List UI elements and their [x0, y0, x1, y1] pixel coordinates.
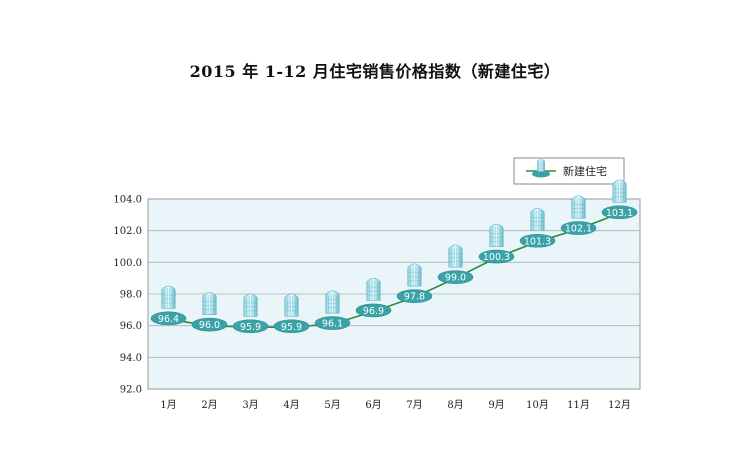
data-point: 96.9	[355, 277, 392, 318]
building-icon	[284, 293, 299, 317]
data-point: 102.1	[560, 195, 597, 235]
y-tick-label: 102.0	[113, 226, 142, 237]
building-icon	[243, 293, 258, 317]
y-tick-label: 96.0	[120, 321, 142, 332]
x-tick-label: 3月	[242, 399, 258, 411]
data-point: 99.0	[437, 244, 474, 284]
x-tick-label: 11月	[567, 399, 590, 411]
legend-marker	[532, 170, 550, 178]
data-point: 97.8	[396, 263, 433, 303]
building-icon	[489, 223, 504, 247]
data-point: 101.3	[519, 208, 556, 248]
data-point: 96.0	[191, 292, 228, 332]
y-tick-label: 98.0	[120, 290, 142, 301]
building-icon	[612, 179, 627, 203]
data-point-marker	[519, 233, 556, 248]
data-point: 100.3	[478, 223, 515, 264]
plot-area: 92.0 94.0 96.0 98.0 100.0 102.0 104.0 1月 2月 3月 4月…	[113, 179, 641, 411]
x-tick-label: 1月	[160, 399, 176, 411]
building-icon	[407, 263, 422, 287]
legend: 新建住宅	[513, 157, 625, 185]
x-tick-label: 4月	[283, 399, 299, 411]
building-icon	[366, 277, 381, 301]
building-icon	[571, 195, 586, 219]
data-label: 96.0	[199, 320, 220, 331]
data-label: 100.3	[483, 252, 510, 263]
legend-label: 新建住宅	[563, 164, 607, 178]
data-label: 102.1	[565, 224, 592, 235]
data-label: 95.9	[281, 322, 302, 333]
data-point-marker	[601, 205, 638, 220]
series-markers: 96.4 96.0 95.9 95.9 96.1 96.9 97.8 99.0 100.3 101…	[150, 179, 638, 334]
data-label: 96.4	[158, 314, 179, 325]
data-point: 95.9	[232, 293, 269, 334]
data-point: 95.9	[273, 293, 310, 334]
x-tick-label: 12月	[608, 399, 631, 411]
legend-building-icon	[537, 158, 545, 172]
y-tick-label: 92.0	[120, 385, 142, 396]
building-icon	[202, 292, 217, 315]
building-icon	[530, 208, 545, 232]
x-tick-label: 2月	[201, 399, 217, 411]
data-point-marker	[191, 317, 228, 332]
x-axis-ticks: 1月 2月 3月 4月 5月 6月 7月 8月 9月 10月 11月 12月	[160, 399, 631, 411]
data-label: 96.9	[363, 306, 384, 317]
data-point-marker	[396, 289, 433, 303]
x-tick-label: 5月	[324, 399, 340, 411]
data-point-marker	[150, 311, 187, 326]
data-point-marker	[314, 316, 351, 330]
data-point-marker	[437, 270, 474, 284]
y-tick-label: 100.0	[113, 258, 142, 269]
data-point-marker	[478, 249, 515, 264]
building-icon	[325, 290, 340, 314]
x-tick-label: 6月	[365, 399, 381, 411]
x-tick-label: 8月	[447, 399, 463, 411]
data-point: 96.4	[150, 285, 187, 326]
x-tick-label: 10月	[526, 399, 549, 411]
data-point: 103.1	[601, 179, 638, 220]
building-icon	[161, 285, 176, 309]
x-tick-label: 7月	[406, 399, 422, 411]
data-point-marker	[273, 319, 310, 334]
data-label: 95.9	[240, 322, 261, 333]
data-point-marker	[560, 221, 597, 235]
data-label: 99.0	[445, 273, 466, 284]
y-tick-label: 104.0	[113, 195, 142, 206]
data-point-marker	[232, 319, 269, 334]
x-tick-label: 9月	[488, 399, 504, 411]
y-axis-ticks: 92.0 94.0 96.0 98.0 100.0 102.0 104.0	[113, 195, 142, 396]
data-label: 97.8	[404, 292, 425, 303]
data-point-marker	[355, 303, 392, 318]
data-point: 96.1	[314, 290, 351, 330]
data-label: 96.1	[322, 319, 343, 330]
building-icon	[448, 244, 463, 268]
y-tick-label: 94.0	[120, 353, 142, 364]
data-label: 103.1	[606, 208, 633, 219]
data-label: 101.3	[524, 236, 551, 247]
gridlines	[148, 230, 640, 358]
chart-title: 2015 年 1-12 月住宅销售价格指数（新建住宅）	[189, 62, 561, 81]
